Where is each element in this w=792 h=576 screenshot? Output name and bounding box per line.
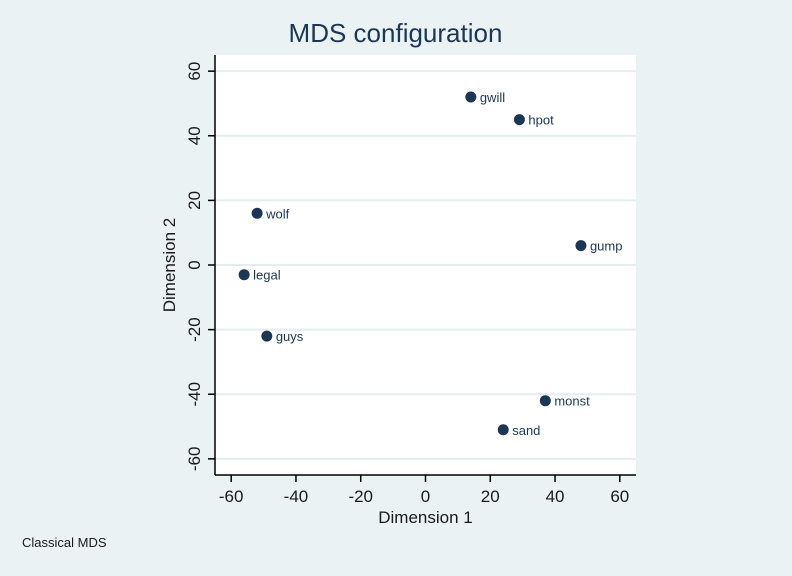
x-tick-label: -40 <box>284 487 309 506</box>
x-tick-label: 40 <box>546 487 565 506</box>
point-label-gump: gump <box>590 239 623 254</box>
x-tick-label: -60 <box>219 487 244 506</box>
y-tick-label: 0 <box>185 260 204 269</box>
x-tick-label: 0 <box>421 487 430 506</box>
data-point-gwill <box>465 91 477 103</box>
y-tick-label: -60 <box>185 447 204 472</box>
point-label-sand: sand <box>512 423 540 438</box>
chart-title: MDS configuration <box>289 18 503 48</box>
y-tick-label: 60 <box>185 62 204 81</box>
data-point-hpot <box>513 114 525 126</box>
y-tick-label: 40 <box>185 126 204 145</box>
x-tick-label: 60 <box>610 487 629 506</box>
data-point-gump <box>575 240 587 252</box>
y-tick-label: -40 <box>185 382 204 407</box>
point-label-guys: guys <box>276 329 304 344</box>
chart-note: Classical MDS <box>22 535 107 550</box>
y-axis-title: Dimension 2 <box>160 218 179 313</box>
data-point-sand <box>497 424 509 436</box>
data-point-wolf <box>251 207 263 219</box>
data-point-legal <box>238 269 250 281</box>
data-point-guys <box>261 330 273 342</box>
y-tick-label: 20 <box>185 191 204 210</box>
point-label-hpot: hpot <box>528 113 554 128</box>
x-tick-label: -20 <box>348 487 373 506</box>
point-label-gwill: gwill <box>480 90 505 105</box>
x-tick-label: 20 <box>481 487 500 506</box>
grid-lines <box>215 70 636 460</box>
data-point-monst <box>539 395 551 407</box>
x-axis-title: Dimension 1 <box>378 508 473 527</box>
point-label-monst: monst <box>554 394 590 409</box>
data-points: gwill hpot wolf gump legal guys monst sand <box>238 90 623 438</box>
y-tick-label: -20 <box>185 317 204 342</box>
point-label-legal: legal <box>253 268 281 283</box>
axes: -60 -40 -20 0 20 40 60 -60 -40 -20 0 20 40 60 <box>185 55 636 506</box>
point-label-wolf: wolf <box>265 206 290 221</box>
